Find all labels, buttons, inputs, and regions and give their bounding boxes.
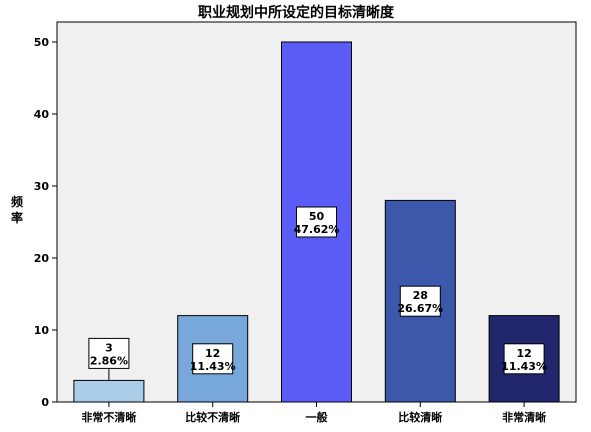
data-label-percent: 26.67%	[397, 302, 443, 315]
y-tick-label: 50	[34, 36, 50, 49]
x-tick-label: 非常不清晰	[81, 410, 136, 424]
bar	[73, 379, 145, 403]
data-label-count: 50	[309, 210, 325, 223]
data-label-box	[503, 343, 545, 375]
data-label-box	[399, 285, 441, 317]
y-tick-label: 10	[34, 324, 50, 337]
x-axis: 非常不清晰 比较不清晰 一般 比较清晰 非常清晰	[81, 402, 546, 424]
data-label-percent: 11.43%	[190, 360, 236, 373]
data-label-count: 12	[516, 347, 531, 360]
x-tick-label: 非常清晰	[502, 410, 546, 424]
data-label-count: 12	[205, 347, 220, 360]
data-label-percent: 11.43%	[501, 360, 547, 373]
y-axis: 0 10 20 30 40 50	[34, 36, 57, 409]
data-label-percent: 2.86%	[90, 354, 128, 367]
data-label-box	[296, 206, 337, 238]
data-label-count: 3	[105, 341, 113, 354]
x-tick-label: 一般	[306, 410, 328, 424]
data-label-box	[88, 337, 130, 369]
bar	[177, 315, 249, 403]
x-tick-label: 比较不清晰	[185, 410, 240, 424]
y-tick-label: 20	[34, 252, 50, 265]
y-tick-label: 0	[41, 396, 49, 409]
y-axis-label-char: 率	[11, 210, 23, 225]
data-label-percent: 47.62%	[294, 223, 340, 236]
data-label-box	[192, 343, 234, 375]
data-label-count: 28	[413, 289, 428, 302]
y-tick-label: 30	[34, 180, 50, 193]
y-axis-label: 频率	[11, 194, 23, 225]
chart-title: 职业规划中所设定的目标清晰度	[198, 4, 395, 21]
y-axis-label-char: 频	[11, 194, 23, 209]
y-tick-label: 40	[34, 108, 50, 121]
x-tick-label: 比较清晰	[398, 410, 442, 424]
